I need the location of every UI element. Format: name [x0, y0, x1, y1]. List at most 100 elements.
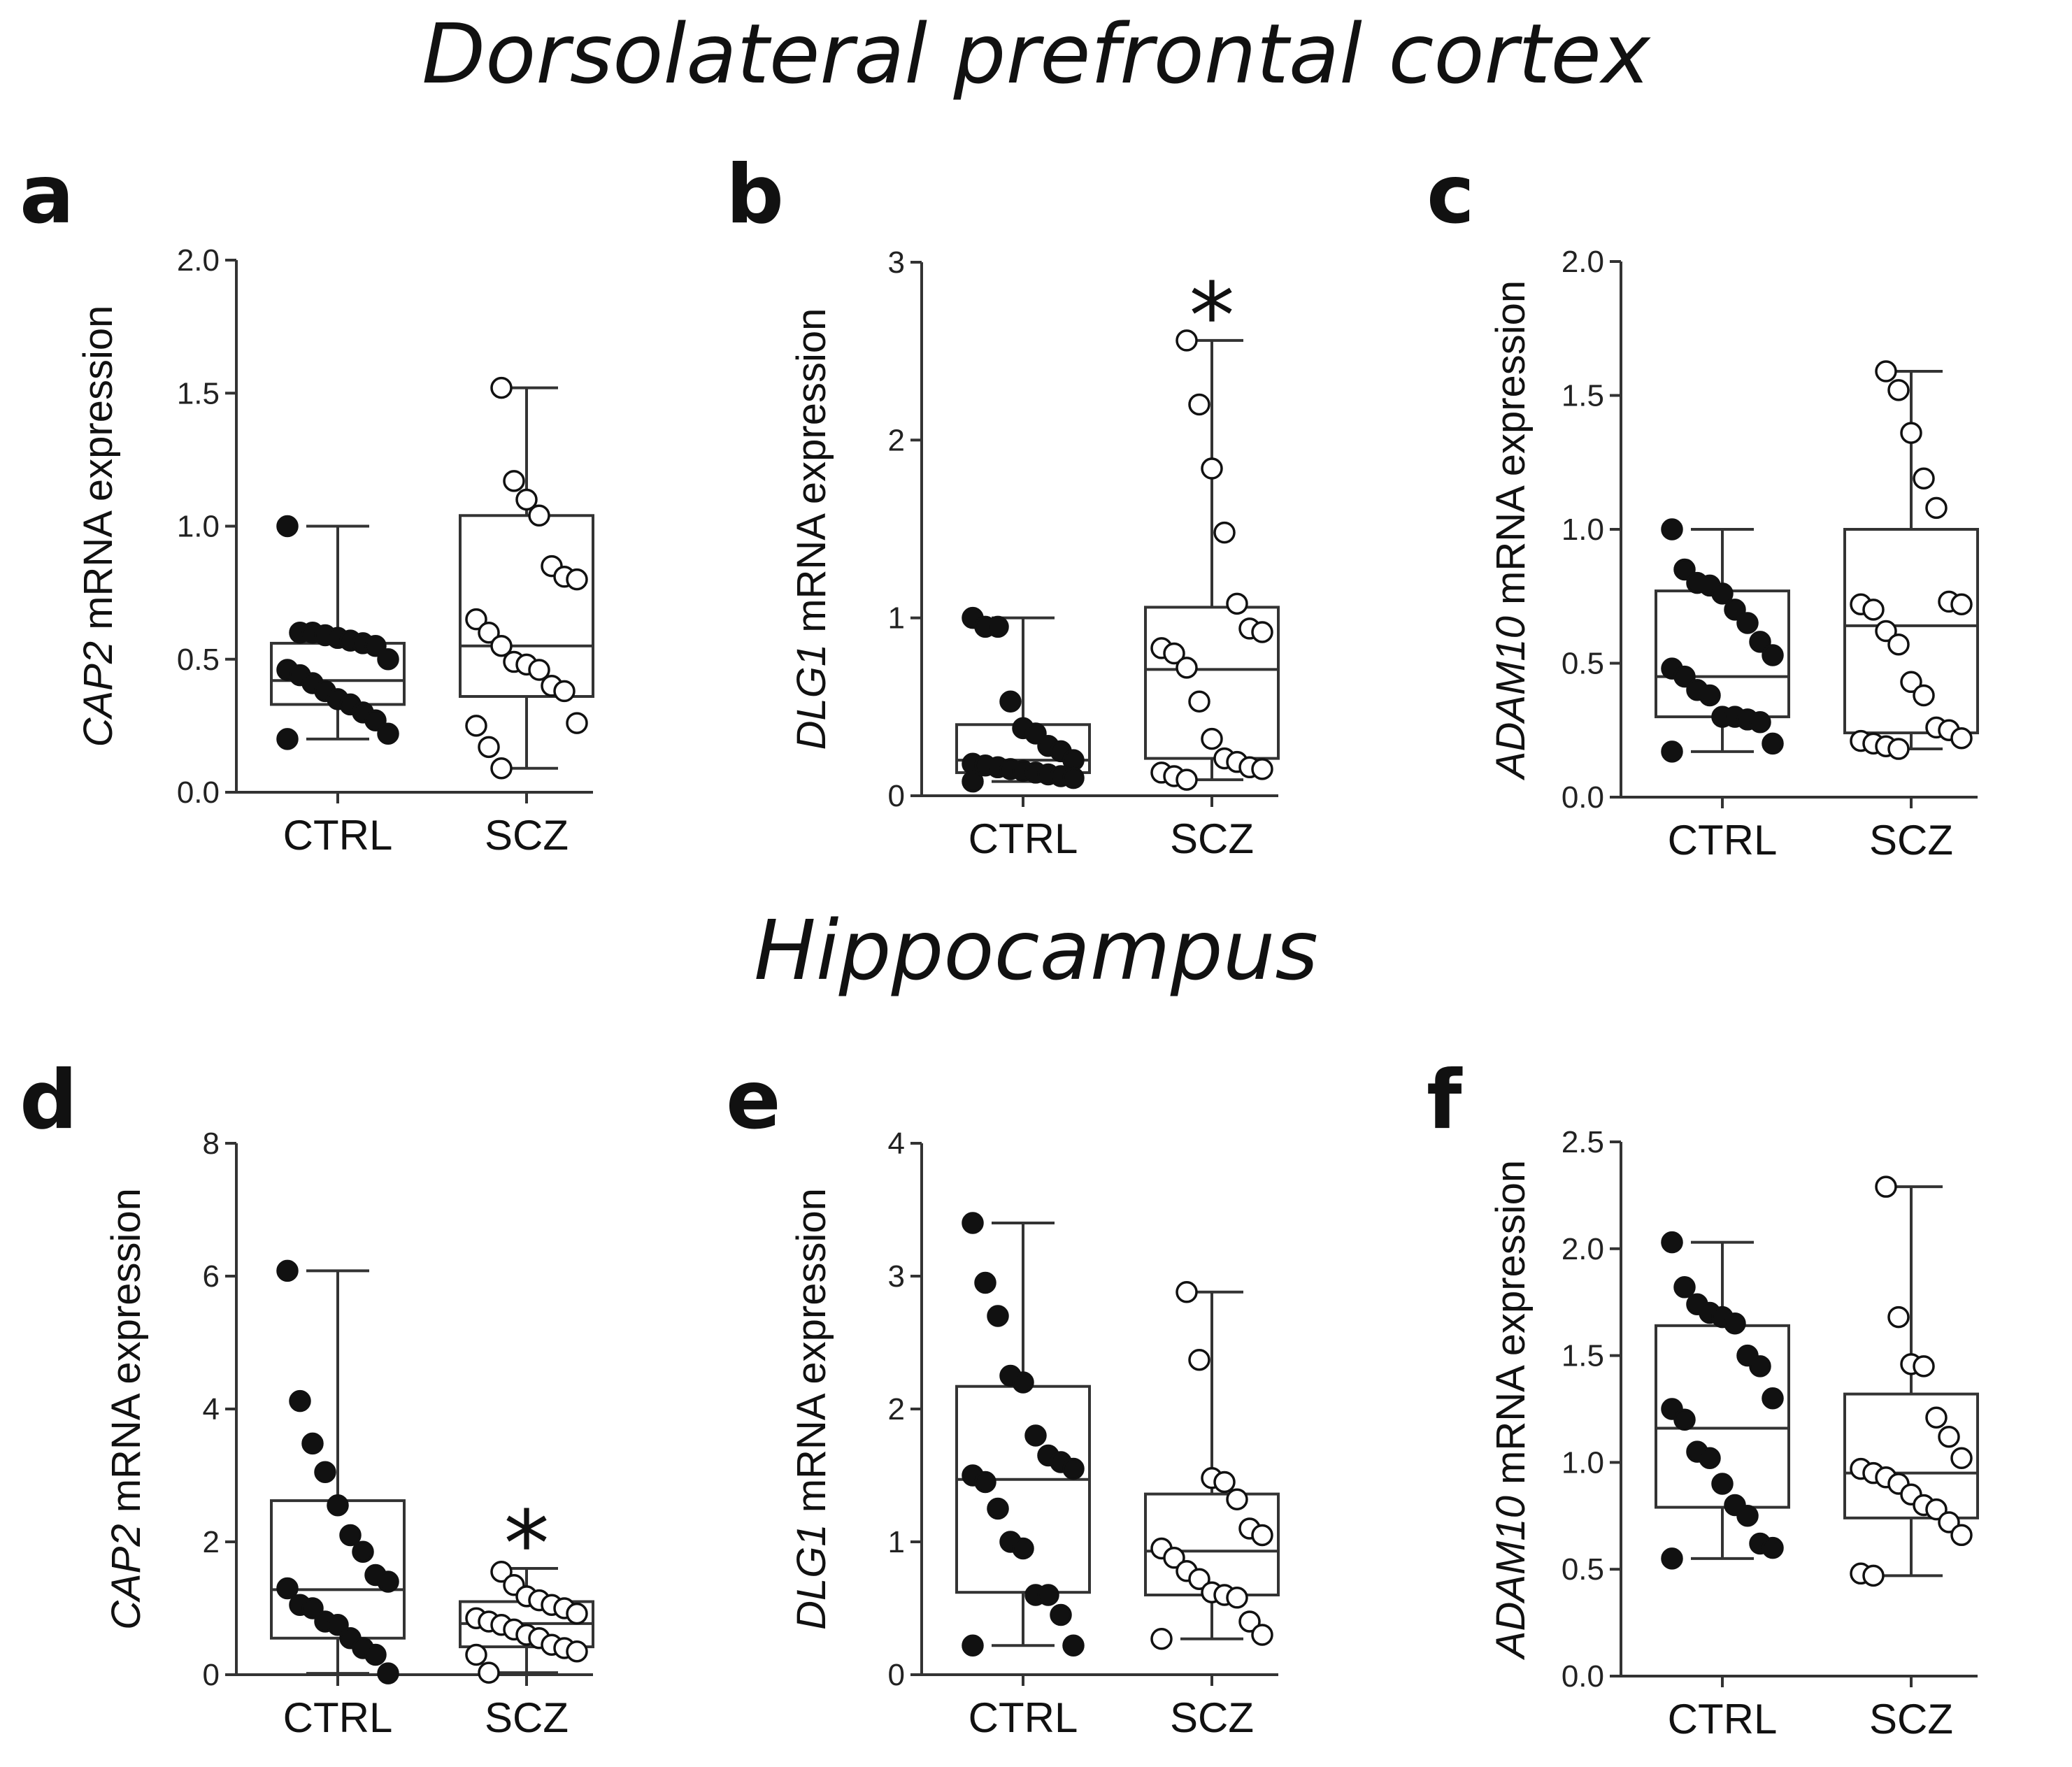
series-scz-d	[459, 1561, 594, 1684]
data-point	[1673, 558, 1696, 581]
data-point	[1661, 518, 1683, 541]
data-point	[1012, 1537, 1034, 1560]
section-title-hippocampus: Hippocampus	[754, 902, 1318, 999]
series-scz-a	[459, 376, 594, 780]
x-tick-label-ctrl: CTRL	[1668, 1696, 1778, 1743]
x-tick-label-scz: SCZ	[1869, 817, 1953, 864]
y-axis-label-c: ADAM10 mRNA expression	[1488, 280, 1534, 780]
y-tick-label-b: 2	[888, 423, 905, 457]
data-point	[1762, 732, 1784, 755]
x-tick-label-ctrl: CTRL	[969, 1694, 1078, 1741]
y-tick-label-f: 1.0	[1562, 1445, 1604, 1480]
series-ctrl-e	[955, 1212, 1091, 1657]
chart-panel-f: f 0.0 0.5 1.0 1.5 2.0 2.5 ADAM10 mRNA expressio…	[1427, 1053, 1979, 1743]
data-point	[566, 1640, 588, 1663]
data-point	[1724, 1312, 1746, 1335]
y-tick-label-e: 3	[888, 1259, 905, 1294]
data-point	[962, 770, 984, 793]
y-axis-label-gene-b: DLG1	[789, 644, 834, 750]
box-iqr	[955, 1385, 1091, 1594]
data-point	[339, 1524, 362, 1547]
data-point	[1661, 1231, 1683, 1254]
data-point	[1875, 620, 1897, 643]
y-tick-label-f: 2.5	[1562, 1125, 1604, 1159]
data-point	[1201, 727, 1223, 750]
data-point	[1062, 1634, 1085, 1657]
x-tick-label-scz: SCZ	[485, 1694, 569, 1741]
panel-letter-c: c	[1427, 148, 1475, 242]
series-scz-c	[1843, 360, 1979, 760]
y-axis-label-gene-d: CAP2	[103, 1524, 149, 1630]
data-point	[377, 1662, 399, 1684]
y-axis-label-gene-e: DLG1	[789, 1524, 834, 1630]
y-tick-label-f: 1.5	[1562, 1339, 1604, 1373]
data-point	[1226, 1587, 1248, 1609]
x-tick-label-scz: SCZ	[1170, 815, 1254, 862]
data-point	[478, 736, 500, 759]
chart-panel-d: d 0 2 4 6 8 CAP2 mRNA expression CTRL SCZ *	[20, 1053, 594, 1741]
x-tick-label-scz: SCZ	[485, 812, 569, 859]
box-iqr	[1144, 606, 1280, 760]
data-point	[1012, 1371, 1034, 1394]
data-point	[1062, 766, 1085, 789]
data-point	[1176, 768, 1198, 791]
y-tick-label-d: 2	[203, 1525, 220, 1559]
data-point	[987, 1497, 1009, 1520]
data-point	[987, 1305, 1009, 1327]
box-iqr	[1843, 528, 1979, 735]
data-point	[1699, 684, 1721, 707]
data-point	[1950, 593, 1973, 615]
data-point	[1188, 690, 1210, 713]
y-axis-label-gene-a: CAP2	[76, 641, 121, 747]
data-point	[465, 608, 487, 631]
data-point	[478, 1661, 500, 1684]
data-point	[1238, 1610, 1261, 1633]
data-point	[1163, 1547, 1185, 1569]
data-point	[465, 1643, 487, 1666]
data-point	[1673, 1276, 1696, 1299]
data-point	[974, 1471, 996, 1494]
data-point	[1913, 1355, 1935, 1378]
y-tick-label-f: 0.0	[1562, 1659, 1604, 1694]
y-axis-label-e: DLG1 mRNA expression	[789, 1188, 834, 1630]
data-point	[515, 488, 538, 511]
box-iqr	[459, 514, 594, 699]
data-point	[1062, 1457, 1085, 1480]
data-point	[962, 1212, 984, 1234]
series-scz-b	[1144, 329, 1280, 791]
y-tick-label-a: 0.0	[177, 775, 220, 810]
y-tick-label-a: 1.0	[177, 510, 220, 544]
data-point	[1887, 1305, 1910, 1329]
y-tick-label-b: 3	[888, 245, 905, 280]
data-point	[503, 470, 525, 492]
y-axis-label-text-d: mRNA expression	[103, 1188, 149, 1524]
data-point	[1150, 1627, 1173, 1650]
y-tick-label-d: 4	[203, 1392, 220, 1426]
panel-letter-e: e	[726, 1053, 781, 1147]
data-point	[276, 1259, 299, 1282]
data-point	[314, 1461, 336, 1483]
y-tick-label-e: 0	[888, 1658, 905, 1692]
data-point	[1163, 642, 1185, 665]
data-point	[1950, 727, 1973, 750]
y-tick-label-c: 0.0	[1562, 780, 1604, 815]
data-point	[1251, 1624, 1273, 1646]
data-point	[377, 722, 399, 745]
y-tick-label-e: 2	[888, 1392, 905, 1426]
data-point	[1188, 1568, 1210, 1590]
y-tick-label-a: 1.5	[177, 376, 220, 410]
y-tick-label-c: 1.0	[1562, 513, 1604, 547]
significance-marker-b: *	[1189, 263, 1235, 369]
series-ctrl-b	[955, 606, 1091, 793]
y-tick-label-c: 2.0	[1562, 245, 1604, 279]
data-point	[352, 1540, 374, 1563]
data-point	[276, 1577, 299, 1600]
data-point	[301, 1597, 324, 1619]
data-point	[1673, 1408, 1696, 1431]
y-axis-label-b: DLG1 mRNA expression	[789, 308, 834, 750]
y-tick-label-e: 1	[888, 1525, 905, 1559]
x-tick-label-ctrl: CTRL	[969, 815, 1078, 862]
data-point	[1925, 1406, 1948, 1429]
y-axis-label-f: ADAM10 mRNA expression	[1488, 1160, 1534, 1660]
